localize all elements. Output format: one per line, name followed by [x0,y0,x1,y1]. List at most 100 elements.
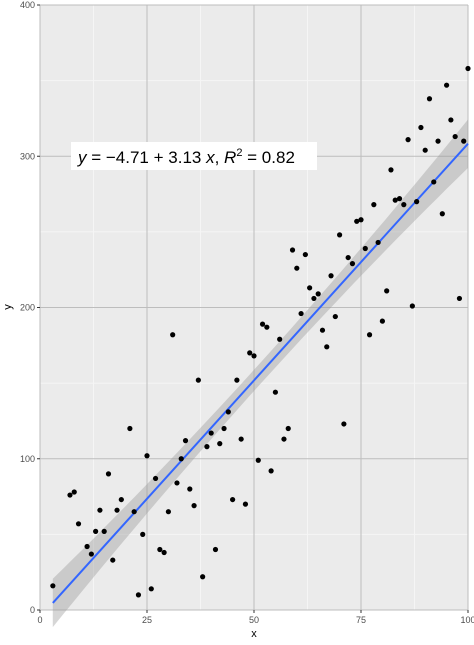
data-point [170,332,176,338]
data-point [277,336,283,342]
data-point [422,147,428,153]
data-point [384,288,390,294]
y-axis-title: y [2,304,14,310]
data-point [315,291,321,297]
data-point [456,295,463,302]
data-point [114,507,120,513]
equation-r-value: = 0.82 [242,148,294,167]
data-point [234,377,240,383]
data-point [88,551,94,557]
data-point [182,438,189,444]
x-tick-label: 0 [37,615,42,625]
data-point [93,528,99,534]
data-point [255,457,261,463]
data-point [328,273,334,279]
data-point [238,436,244,442]
data-point [401,202,407,208]
data-point [448,117,454,123]
data-point [178,456,184,462]
data-point [379,318,385,324]
data-point [251,353,257,359]
data-point [264,324,270,330]
data-point [67,492,73,498]
data-point [307,285,313,291]
data-point [97,507,103,513]
data-point [144,453,150,459]
data-point [461,138,467,144]
data-point [324,344,330,350]
data-point [439,211,445,217]
data-point [332,313,338,320]
data-point [230,496,236,503]
data-point [272,389,278,395]
data-point [242,501,249,507]
data-point [268,468,274,474]
data-point [118,496,124,503]
data-point [200,574,206,580]
x-tick-label: 50 [249,615,259,625]
data-point [187,486,193,492]
data-point [311,295,317,302]
data-point [418,124,424,131]
data-point [289,247,296,253]
x-tick-label: 100 [460,615,474,625]
regression-equation-label: y = −4.71 + 3.13 x, R2 = 0.82 [71,142,317,170]
data-point [294,265,300,271]
x-tick-label: 25 [142,615,152,625]
y-tick-label: 300 [20,151,35,161]
data-point [358,217,364,223]
data-point [191,503,197,509]
data-point [354,218,360,224]
data-point [110,557,116,563]
data-point [195,377,201,383]
data-point [465,65,471,72]
data-point [140,531,146,537]
data-point [165,509,171,515]
equation-x-var: x [205,148,215,167]
data-point [131,509,137,515]
y-tick-label: 200 [20,303,35,313]
data-point [392,197,398,203]
data-point [431,179,437,185]
regression-line [52,143,469,604]
data-point [414,199,420,205]
data-point [388,167,394,173]
x-axis-title: x [251,628,257,640]
equation-r-var: R [224,148,236,167]
data-point [285,425,291,432]
data-point [225,409,231,415]
data-point [50,583,56,589]
data-point [337,232,343,238]
data-point [221,425,227,432]
data-point [409,303,415,309]
data-point [319,327,326,333]
equation-r-exponent: 2 [236,147,242,159]
data-point [362,245,368,252]
data-point [161,549,167,556]
data-point [71,489,77,495]
equation-label-background [71,142,317,170]
data-point [105,471,112,477]
data-point [135,592,142,598]
data-point [396,196,403,202]
y-tick-label: 100 [20,454,35,464]
data-point [426,96,433,102]
data-point [405,137,411,143]
data-point [259,321,266,327]
data-points [50,65,471,598]
data-point [217,441,223,447]
data-point [212,546,219,553]
data-point [152,475,159,482]
data-point [75,521,82,527]
y-tick-label: 400 [20,0,35,10]
data-point [345,254,351,261]
data-point [341,421,347,427]
y-axis-ticks: 0 100 200 300 400 [20,0,40,615]
x-tick-label: 75 [356,615,366,625]
data-point [298,310,304,317]
regression-line-layer [52,143,469,604]
data-point [204,444,210,450]
data-point [208,430,214,436]
equation-coefficients: = −4.71 + 3.13 [87,148,207,167]
